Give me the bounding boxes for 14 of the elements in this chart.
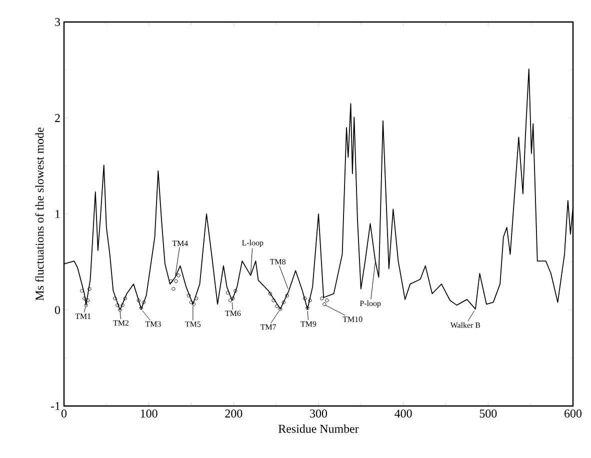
x-tick-label: 0 <box>61 410 67 418</box>
y-axis-title: Ms fluctuations of the slowest mode <box>35 128 44 300</box>
y-tick-label: 0 <box>54 306 60 314</box>
y-tick-label: -1 <box>50 402 60 410</box>
x-tick-label: 500 <box>480 410 497 418</box>
y-tick-label: 2 <box>55 114 60 122</box>
y-tick-label: 3 <box>55 18 60 26</box>
y-tick-label: 1 <box>56 210 60 218</box>
x-tick-label: 400 <box>394 410 412 418</box>
x-tick-label: 600 <box>564 410 582 418</box>
x-tick-label: 300 <box>310 410 328 418</box>
x-tick-label: 100 <box>140 410 158 418</box>
x-tick-label: 200 <box>225 410 242 418</box>
x-axis-title: Residue Number <box>278 424 359 433</box>
